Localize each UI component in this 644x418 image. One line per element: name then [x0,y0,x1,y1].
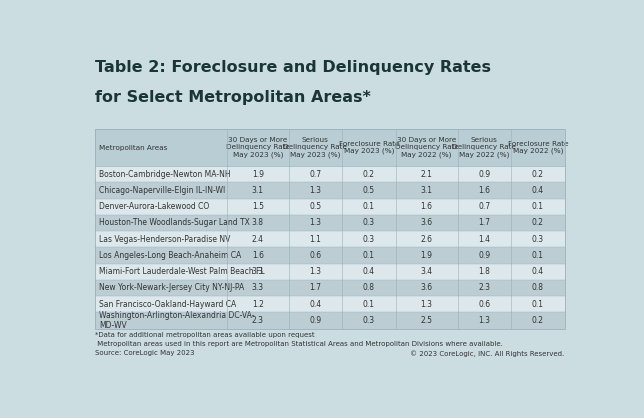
Text: 0.6: 0.6 [309,251,321,260]
Bar [95,182,565,199]
Text: 1.7: 1.7 [478,219,490,227]
Text: 0.3: 0.3 [363,316,375,325]
Text: 0.2: 0.2 [363,170,375,178]
Text: 0.9: 0.9 [478,251,491,260]
Text: 1.6: 1.6 [478,186,490,195]
Text: 1.6: 1.6 [252,251,264,260]
Text: 3.6: 3.6 [421,283,433,293]
Text: 3.1: 3.1 [252,186,264,195]
Text: *Data for additional metropolitan areas available upon request: *Data for additional metropolitan areas … [95,332,315,339]
Text: Foreclosure Rate
May 2023 (%): Foreclosure Rate May 2023 (%) [339,140,399,154]
Text: Denver-Aurora-Lakewood CO: Denver-Aurora-Lakewood CO [99,202,209,211]
Text: 0.1: 0.1 [363,202,375,211]
Text: 1.9: 1.9 [252,170,264,178]
Text: 0.1: 0.1 [532,202,544,211]
Text: © 2023 CoreLogic, INC. All Rights Reserved.: © 2023 CoreLogic, INC. All Rights Reserv… [410,350,565,357]
Text: Houston-The Woodlands-Sugar Land TX: Houston-The Woodlands-Sugar Land TX [99,219,250,227]
Text: 0.2: 0.2 [532,170,544,178]
Text: 0.6: 0.6 [478,300,491,308]
Bar [95,129,565,166]
Text: 1.3: 1.3 [478,316,490,325]
Text: 3.3: 3.3 [252,267,264,276]
Text: 0.4: 0.4 [309,300,321,308]
Text: 0.8: 0.8 [532,283,544,293]
Text: 1.8: 1.8 [478,267,490,276]
Text: 0.1: 0.1 [532,300,544,308]
Text: Serious
Delinquency Rate
May 2023 (%): Serious Delinquency Rate May 2023 (%) [283,137,347,158]
Text: 2.3: 2.3 [478,283,490,293]
Text: 1.3: 1.3 [309,186,321,195]
Text: 3.6: 3.6 [421,219,433,227]
Text: 0.9: 0.9 [309,316,321,325]
Text: 0.4: 0.4 [363,267,375,276]
Text: 1.7: 1.7 [309,283,321,293]
Text: 1.4: 1.4 [478,234,490,244]
Text: 30 Days or More
Delinquency Rate
May 2023 (%): 30 Days or More Delinquency Rate May 202… [225,137,290,158]
Text: 0.2: 0.2 [532,316,544,325]
Text: 0.7: 0.7 [478,202,491,211]
Text: 2.1: 2.1 [421,170,433,178]
Text: 0.1: 0.1 [532,251,544,260]
Text: 0.2: 0.2 [532,219,544,227]
Text: Metropolitan Areas: Metropolitan Areas [99,145,167,150]
Text: 0.3: 0.3 [363,234,375,244]
Bar [95,215,565,231]
Text: Miami-Fort Lauderdale-West Palm Beach FL: Miami-Fort Lauderdale-West Palm Beach FL [99,267,265,276]
Text: Metropolitan areas used in this report are Metropolitan Statistical Areas and Me: Metropolitan areas used in this report a… [95,342,504,347]
Text: 0.5: 0.5 [309,202,321,211]
Text: San Francisco-Oakland-Hayward CA: San Francisco-Oakland-Hayward CA [99,300,236,308]
Text: 1.3: 1.3 [421,300,433,308]
Text: 0.1: 0.1 [363,251,375,260]
Text: 2.5: 2.5 [421,316,433,325]
Text: 0.3: 0.3 [363,219,375,227]
Text: 0.7: 0.7 [309,170,321,178]
Text: New York-Newark-Jersey City NY-NJ-PA: New York-Newark-Jersey City NY-NJ-PA [99,283,244,293]
Text: 0.8: 0.8 [363,283,375,293]
Text: 1.2: 1.2 [252,300,263,308]
Text: Las Vegas-Henderson-Paradise NV: Las Vegas-Henderson-Paradise NV [99,234,231,244]
Text: 0.3: 0.3 [532,234,544,244]
Text: 1.3: 1.3 [309,267,321,276]
Text: Source: CoreLogic May 2023: Source: CoreLogic May 2023 [95,350,195,357]
Text: 2.3: 2.3 [252,316,264,325]
Text: Table 2: Foreclosure and Delinquency Rates: Table 2: Foreclosure and Delinquency Rat… [95,60,491,75]
Text: 0.4: 0.4 [532,186,544,195]
Text: 1.5: 1.5 [252,202,264,211]
Text: 2.4: 2.4 [252,234,264,244]
Bar [95,312,565,329]
Text: 3.8: 3.8 [252,219,264,227]
Text: Los Angeles-Long Beach-Anaheim CA: Los Angeles-Long Beach-Anaheim CA [99,251,242,260]
Bar [95,231,565,247]
Text: 1.3: 1.3 [309,219,321,227]
Text: 3.1: 3.1 [421,186,433,195]
Bar [95,129,565,329]
Text: 0.5: 0.5 [363,186,375,195]
Text: 30 Days or More
Delinquency Rate
May 2022 (%): 30 Days or More Delinquency Rate May 202… [395,137,459,158]
Text: 3.4: 3.4 [421,267,433,276]
Bar [95,199,565,215]
Bar [95,247,565,264]
Text: 3.3: 3.3 [252,283,264,293]
Text: 1.1: 1.1 [310,234,321,244]
Text: Chicago-Naperville-Elgin IL-IN-WI: Chicago-Naperville-Elgin IL-IN-WI [99,186,225,195]
Text: 2.6: 2.6 [421,234,433,244]
Text: Boston-Cambridge-Newton MA-NH: Boston-Cambridge-Newton MA-NH [99,170,231,178]
Text: 0.9: 0.9 [478,170,491,178]
Bar [95,166,565,182]
Text: 1.6: 1.6 [421,202,433,211]
Text: 1.9: 1.9 [421,251,433,260]
Text: Washington-Arlington-Alexandria DC-VA-
MD-WV: Washington-Arlington-Alexandria DC-VA- M… [99,311,254,330]
Text: 0.4: 0.4 [532,267,544,276]
Bar [95,264,565,280]
Bar [95,296,565,312]
Text: Foreclosure Rate
May 2022 (%): Foreclosure Rate May 2022 (%) [507,140,568,154]
Text: 0.1: 0.1 [363,300,375,308]
Text: Serious
Delinquency Rate
May 2022 (%): Serious Delinquency Rate May 2022 (%) [452,137,516,158]
Text: for Select Metropolitan Areas*: for Select Metropolitan Areas* [95,90,372,105]
Bar [95,280,565,296]
